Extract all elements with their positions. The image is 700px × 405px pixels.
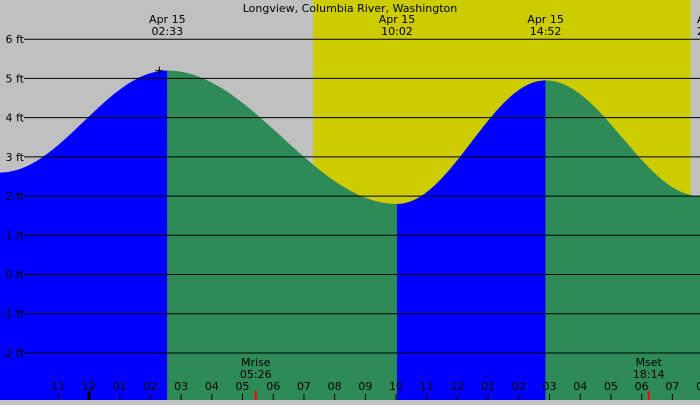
moon-event-label: Mset (636, 356, 663, 369)
clipped-time-label: 2 (697, 25, 700, 38)
hour-tick-label: 05 (604, 380, 618, 393)
hour-tick-label: 10 (389, 380, 403, 393)
y-tick-label: 1 ft (6, 229, 25, 242)
y-tick-label: -2 ft (2, 347, 25, 360)
hour-tick-label: 11 (51, 380, 65, 393)
rising-tide-area (396, 80, 546, 400)
hour-tick-label: 12 (82, 380, 96, 393)
extreme-date-label: Apr 15 (527, 13, 564, 26)
hour-tick-label: 07 (297, 380, 311, 393)
hour-tick-label: 04 (573, 380, 587, 393)
hour-tick-label: 06 (266, 380, 280, 393)
hour-tick-label: 05 (236, 380, 250, 393)
hour-tick-label: 08 (696, 380, 700, 393)
y-tick-label: 3 ft (6, 151, 25, 164)
clipped-date-label: A (697, 13, 700, 26)
extreme-time-label: 14:52 (530, 25, 562, 38)
high-tide-marker (155, 66, 164, 75)
extreme-time-label: 02:33 (151, 25, 183, 38)
hour-tick-label: 02 (143, 380, 157, 393)
hour-tick-label: 08 (328, 380, 342, 393)
y-tick-label: -1 ft (2, 308, 25, 321)
y-tick-label: 6 ft (6, 33, 25, 46)
extreme-time-label: 10:02 (381, 25, 413, 38)
hour-tick-label: 09 (358, 380, 372, 393)
hour-tick-label: 11 (420, 380, 434, 393)
hour-tick-label: 01 (481, 380, 495, 393)
hour-tick-label: 04 (205, 380, 219, 393)
hour-tick-label: 03 (543, 380, 557, 393)
hour-tick-label: 01 (113, 380, 127, 393)
extreme-date-label: Apr 15 (149, 13, 186, 26)
moon-event-time: 05:26 (240, 368, 272, 381)
hour-tick-label: 07 (665, 380, 679, 393)
y-tick-label: 5 ft (6, 72, 25, 85)
hour-tick-label: 02 (512, 380, 526, 393)
y-tick-label: 2 ft (6, 190, 25, 203)
moon-event-time: 18:14 (633, 368, 665, 381)
chart-title: Longview, Columbia River, Washington (243, 2, 458, 15)
hour-tick-label: 12 (450, 380, 464, 393)
extreme-date-label: Apr 15 (379, 13, 416, 26)
moon-event-label: Mrise (241, 356, 271, 369)
y-tick-label: 4 ft (6, 112, 25, 125)
y-tick-label: 0 ft (6, 269, 25, 282)
hour-tick-label: 06 (635, 380, 649, 393)
hour-tick-label: 03 (174, 380, 188, 393)
falling-tide-area (545, 80, 700, 400)
